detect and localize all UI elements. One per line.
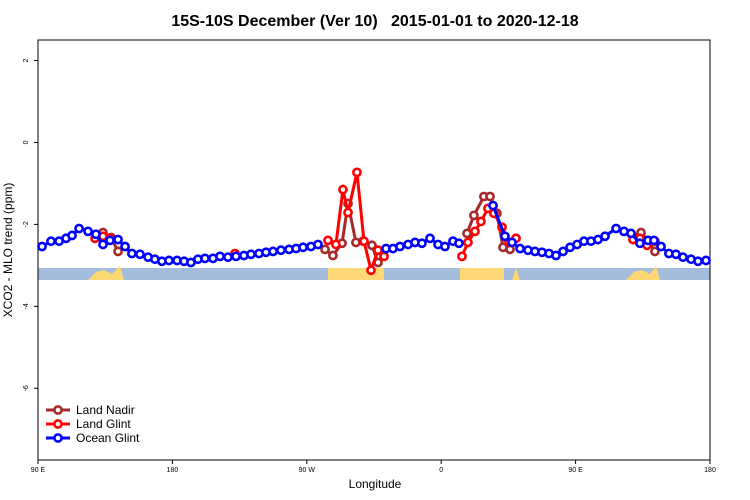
data-point <box>359 236 369 247</box>
land-band <box>460 268 504 280</box>
data-point <box>470 226 480 237</box>
data-point <box>488 200 498 211</box>
data-point <box>469 210 479 221</box>
data-point <box>323 235 333 246</box>
data-point <box>551 250 561 261</box>
data-point <box>457 251 467 262</box>
legend-marker <box>53 433 63 443</box>
data-point <box>649 246 660 257</box>
data-point <box>352 167 362 178</box>
data-point <box>320 244 330 255</box>
x-tick-label: 180 <box>704 467 716 474</box>
data-point <box>507 237 517 248</box>
y-tick-label: -2 <box>23 221 30 227</box>
data-point <box>379 251 389 262</box>
x-tick-label: 0 <box>439 467 443 474</box>
legend-label: Ocean Glint <box>76 431 140 445</box>
data-point <box>463 237 473 248</box>
y-tick-label: -4 <box>23 303 30 309</box>
y-tick-label: 0 <box>23 140 30 144</box>
data-point <box>298 242 308 253</box>
x-tick-label: 90 E <box>568 467 583 474</box>
legend-marker <box>53 405 63 415</box>
data-point <box>120 241 130 252</box>
data-point <box>626 228 636 239</box>
data-point <box>417 238 427 249</box>
data-point <box>91 229 101 240</box>
data-point <box>127 248 137 259</box>
data-point <box>223 252 233 263</box>
data-point <box>83 226 93 237</box>
data-point <box>105 235 115 246</box>
land-band <box>88 266 124 280</box>
legend-label: Land Glint <box>76 417 131 431</box>
data-point <box>231 251 241 262</box>
data-point <box>462 228 472 239</box>
data-point <box>113 246 123 257</box>
data-point <box>367 240 377 251</box>
data-point <box>46 236 56 247</box>
series <box>98 191 660 268</box>
data-point <box>215 251 225 262</box>
data-point <box>373 245 383 256</box>
land-band <box>512 268 520 280</box>
plot-frame <box>37 39 711 461</box>
data-point <box>268 246 278 257</box>
data-point <box>37 241 47 252</box>
data-point <box>476 216 486 227</box>
data-point <box>276 245 286 256</box>
data-point <box>701 255 711 266</box>
data-point <box>366 265 376 276</box>
x-tick-label: 90 E <box>31 467 46 474</box>
data-point <box>338 184 348 195</box>
data-point <box>74 223 84 234</box>
data-point <box>343 207 353 218</box>
land-band <box>626 266 660 280</box>
data-point <box>113 234 123 245</box>
data-point <box>635 238 645 249</box>
x-axis-label: Longitude <box>349 477 402 491</box>
data-point <box>440 241 450 252</box>
data-point <box>500 231 510 242</box>
data-point <box>313 239 323 250</box>
data-point <box>656 241 666 252</box>
data-point <box>611 223 621 234</box>
data-point <box>485 191 495 202</box>
data-point <box>328 250 338 261</box>
chart-title: 15S-10S December (Ver 10) 2015-01-01 to … <box>171 13 578 30</box>
y-axis-label: XCO2 - MLO trend (ppm) <box>1 183 15 318</box>
data-point <box>164 255 174 266</box>
data-point <box>135 249 145 260</box>
data-point <box>200 253 210 264</box>
data-point <box>558 246 568 257</box>
data-point <box>515 243 525 254</box>
legend-marker <box>53 419 63 429</box>
data-point <box>98 239 108 250</box>
data-point <box>425 233 435 244</box>
x-tick-label: 180 <box>167 467 179 474</box>
data-point <box>395 241 405 252</box>
data-point <box>454 238 464 249</box>
y-tick-label: 2 <box>23 58 30 62</box>
data-point <box>246 249 256 260</box>
data-point <box>649 235 659 246</box>
data-point <box>67 230 77 241</box>
legend-label: Land Nadir <box>76 403 135 417</box>
data-point <box>600 231 610 242</box>
data-point <box>678 252 688 263</box>
series <box>37 200 711 268</box>
data-point <box>331 239 341 250</box>
data-point <box>693 256 703 267</box>
x-tick-label: 90 W <box>299 467 316 474</box>
y-tick-label: -6 <box>23 385 30 391</box>
